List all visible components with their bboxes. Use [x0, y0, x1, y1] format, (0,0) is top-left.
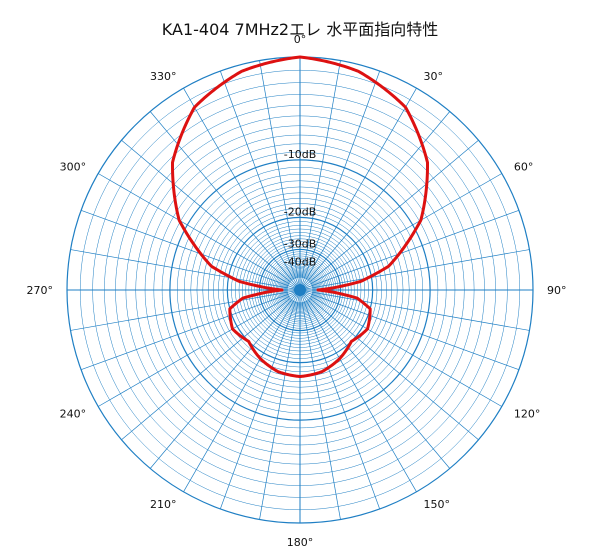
pattern-layer	[170, 55, 430, 379]
angle-label: 30°	[424, 70, 444, 83]
db-label: -20dB	[284, 205, 317, 218]
grid-spoke	[299, 289, 520, 371]
grid-spoke	[98, 289, 301, 407]
grid-spoke	[299, 289, 417, 492]
db-label: -40dB	[284, 255, 317, 268]
grid-spoke	[70, 249, 301, 291]
grid-spoke	[299, 289, 341, 520]
antenna-pattern-line	[170, 55, 430, 379]
angle-label: 210°	[150, 498, 177, 511]
grid-spoke	[149, 111, 301, 291]
angle-label: 120°	[514, 408, 541, 421]
grid-spoke	[98, 173, 301, 291]
db-label: -10dB	[284, 148, 317, 161]
angle-label: 330°	[150, 70, 177, 83]
grid-spoke	[299, 139, 479, 291]
grid-spoke	[70, 289, 301, 331]
angle-label: 0°	[294, 33, 307, 46]
grid-spoke	[183, 289, 301, 492]
angle-label: 90°	[547, 284, 567, 297]
grid-spoke	[299, 173, 502, 291]
grid-spoke	[299, 70, 381, 291]
grid-spoke	[299, 289, 502, 407]
angle-label: 150°	[424, 498, 451, 511]
grid-spoke	[80, 289, 301, 371]
angle-label: 270°	[27, 284, 54, 297]
grid-spoke	[299, 289, 479, 441]
grid-spoke	[121, 139, 301, 291]
grid-spoke	[299, 60, 341, 291]
angle-label: 180°	[287, 536, 314, 549]
angle-label: 300°	[60, 161, 87, 174]
grid-spoke	[149, 289, 301, 469]
grid-spoke	[299, 111, 451, 291]
grid-spoke	[259, 60, 301, 291]
angle-label: 60°	[514, 161, 534, 174]
grid-spoke	[299, 209, 520, 291]
polar-grid	[66, 56, 534, 524]
grid-spoke	[183, 88, 301, 291]
grid-spoke	[299, 88, 417, 291]
center-hub	[294, 284, 306, 296]
grid-spoke	[299, 289, 381, 510]
grid-spoke	[80, 209, 301, 291]
db-label: -30dB	[284, 237, 317, 250]
grid-spoke	[299, 289, 451, 469]
grid-spoke	[219, 289, 301, 510]
grid-spoke	[219, 70, 301, 291]
grid-spoke	[299, 249, 530, 291]
grid-spoke	[121, 289, 301, 441]
grid-spoke	[259, 289, 301, 520]
angle-label: 240°	[60, 408, 87, 421]
chart-title: KA1-404 7MHz2エレ 水平面指向特性	[162, 20, 438, 39]
grid-spoke	[299, 289, 530, 331]
label-layer: 0° 30° 60° 90° 120° 150° 180° 210° 240° 270° 300° 3…	[27, 33, 567, 549]
